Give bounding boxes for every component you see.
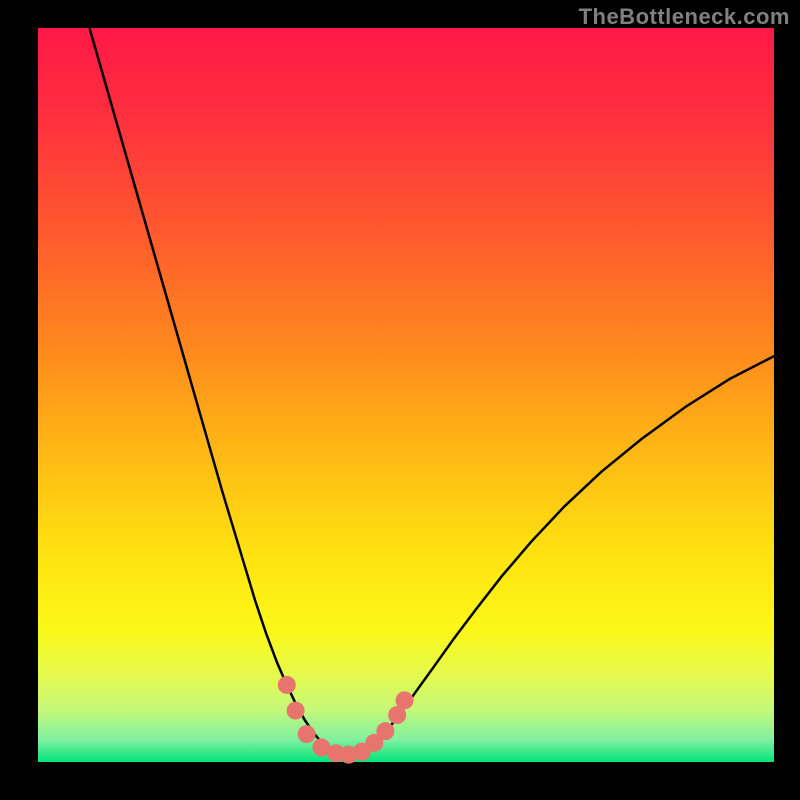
data-marker [298,725,316,743]
data-marker [376,722,394,740]
data-marker [396,691,414,709]
data-marker [278,676,296,694]
bottleneck-chart [0,0,800,800]
data-marker [287,702,305,720]
chart-container: TheBottleneck.com [0,0,800,800]
watermark-text: TheBottleneck.com [579,4,790,30]
plot-background [38,28,774,762]
